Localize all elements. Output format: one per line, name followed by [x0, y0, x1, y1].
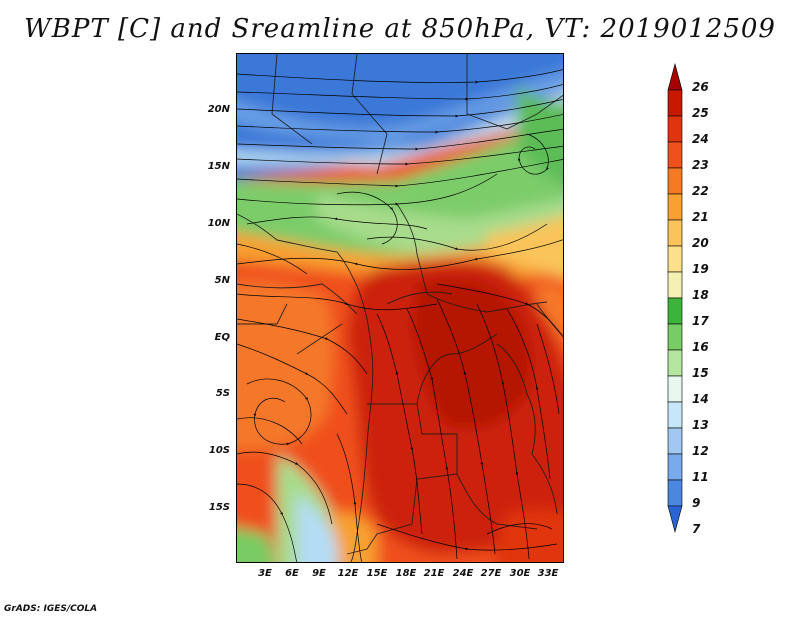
lon-label-9e: 9E: [312, 568, 326, 579]
colorbar-label-14: 14: [692, 392, 709, 406]
lon-label-12e: 12E: [337, 568, 359, 579]
colorbar-swatch: [667, 219, 683, 247]
colorbar-label-21: 21: [692, 210, 709, 224]
colorbar-label-7: 7: [692, 522, 701, 536]
lon-label-27e: 27E: [480, 568, 502, 579]
colorbar-label-9: 9: [692, 496, 701, 510]
colorbar-swatch: [667, 427, 683, 455]
colorbar-swatch: [667, 297, 683, 325]
colorbar-label-16: 16: [692, 340, 709, 354]
colorbar-swatch: [667, 479, 683, 507]
colorbar-label-17: 17: [692, 314, 709, 328]
colorbar-label-13: 13: [692, 418, 709, 432]
colorbar-swatch: [667, 401, 683, 429]
colorbar-swatch: [667, 193, 683, 221]
lat-label-5s: 5S: [215, 388, 230, 399]
colorbar-label-26: 26: [692, 80, 709, 94]
lon-label-30e: 30E: [509, 568, 531, 579]
lon-label-3e: 3E: [258, 568, 272, 579]
grads-credit: GrADS: IGES/COLA: [4, 604, 98, 614]
colorbar-label-15: 15: [692, 366, 709, 380]
lon-label-6e: 6E: [285, 568, 299, 579]
lat-label-10n: 10N: [207, 218, 230, 229]
lat-label-10s: 10S: [208, 445, 230, 456]
lon-label-33e: 33E: [537, 568, 559, 579]
colorbar-label-23: 23: [692, 158, 709, 172]
colorbar-swatch: [667, 115, 683, 143]
colorbar-label-19: 19: [692, 262, 709, 276]
colorbar-swatch: [667, 349, 683, 377]
colorbar-swatch: [667, 141, 683, 169]
colorbar-label-12: 12: [692, 444, 709, 458]
lat-label-eq: EQ: [214, 332, 230, 343]
colorbar-swatch: [667, 167, 683, 195]
lat-label-20n: 20N: [207, 104, 230, 115]
colorbar-label-18: 18: [692, 288, 709, 302]
map-panel: [236, 53, 564, 563]
lon-label-18e: 18E: [395, 568, 417, 579]
colorbar-swatch: [667, 245, 683, 273]
colorbar-swatch: [667, 453, 683, 481]
colorbar-label-20: 20: [692, 236, 709, 250]
lat-label-15s: 15S: [208, 502, 230, 513]
colorbar-swatch: [667, 505, 683, 534]
lon-label-24e: 24E: [452, 568, 474, 579]
wbpt-shading: [237, 54, 563, 562]
colorbar-swatch: [667, 323, 683, 351]
colorbar-label-11: 11: [692, 470, 709, 484]
streamlines: [237, 69, 563, 562]
lon-label-15e: 15E: [366, 568, 388, 579]
colorbar-label-22: 22: [692, 184, 709, 198]
colorbar-swatch: [667, 62, 683, 91]
colorbar-label-24: 24: [692, 132, 709, 146]
lat-label-15n: 15N: [207, 161, 230, 172]
colorbar-swatch: [667, 271, 683, 299]
colorbar-label-25: 25: [692, 106, 709, 120]
lon-label-21e: 21E: [423, 568, 445, 579]
colorbar-swatch: [667, 375, 683, 403]
colorbar: [667, 62, 683, 534]
map-title: WBPT [C] and Sreamline at 850hPa, VT: 20…: [24, 14, 776, 44]
map-canvas: [237, 54, 563, 562]
colorbar-swatch: [667, 89, 683, 117]
lat-label-5n: 5N: [214, 275, 230, 286]
